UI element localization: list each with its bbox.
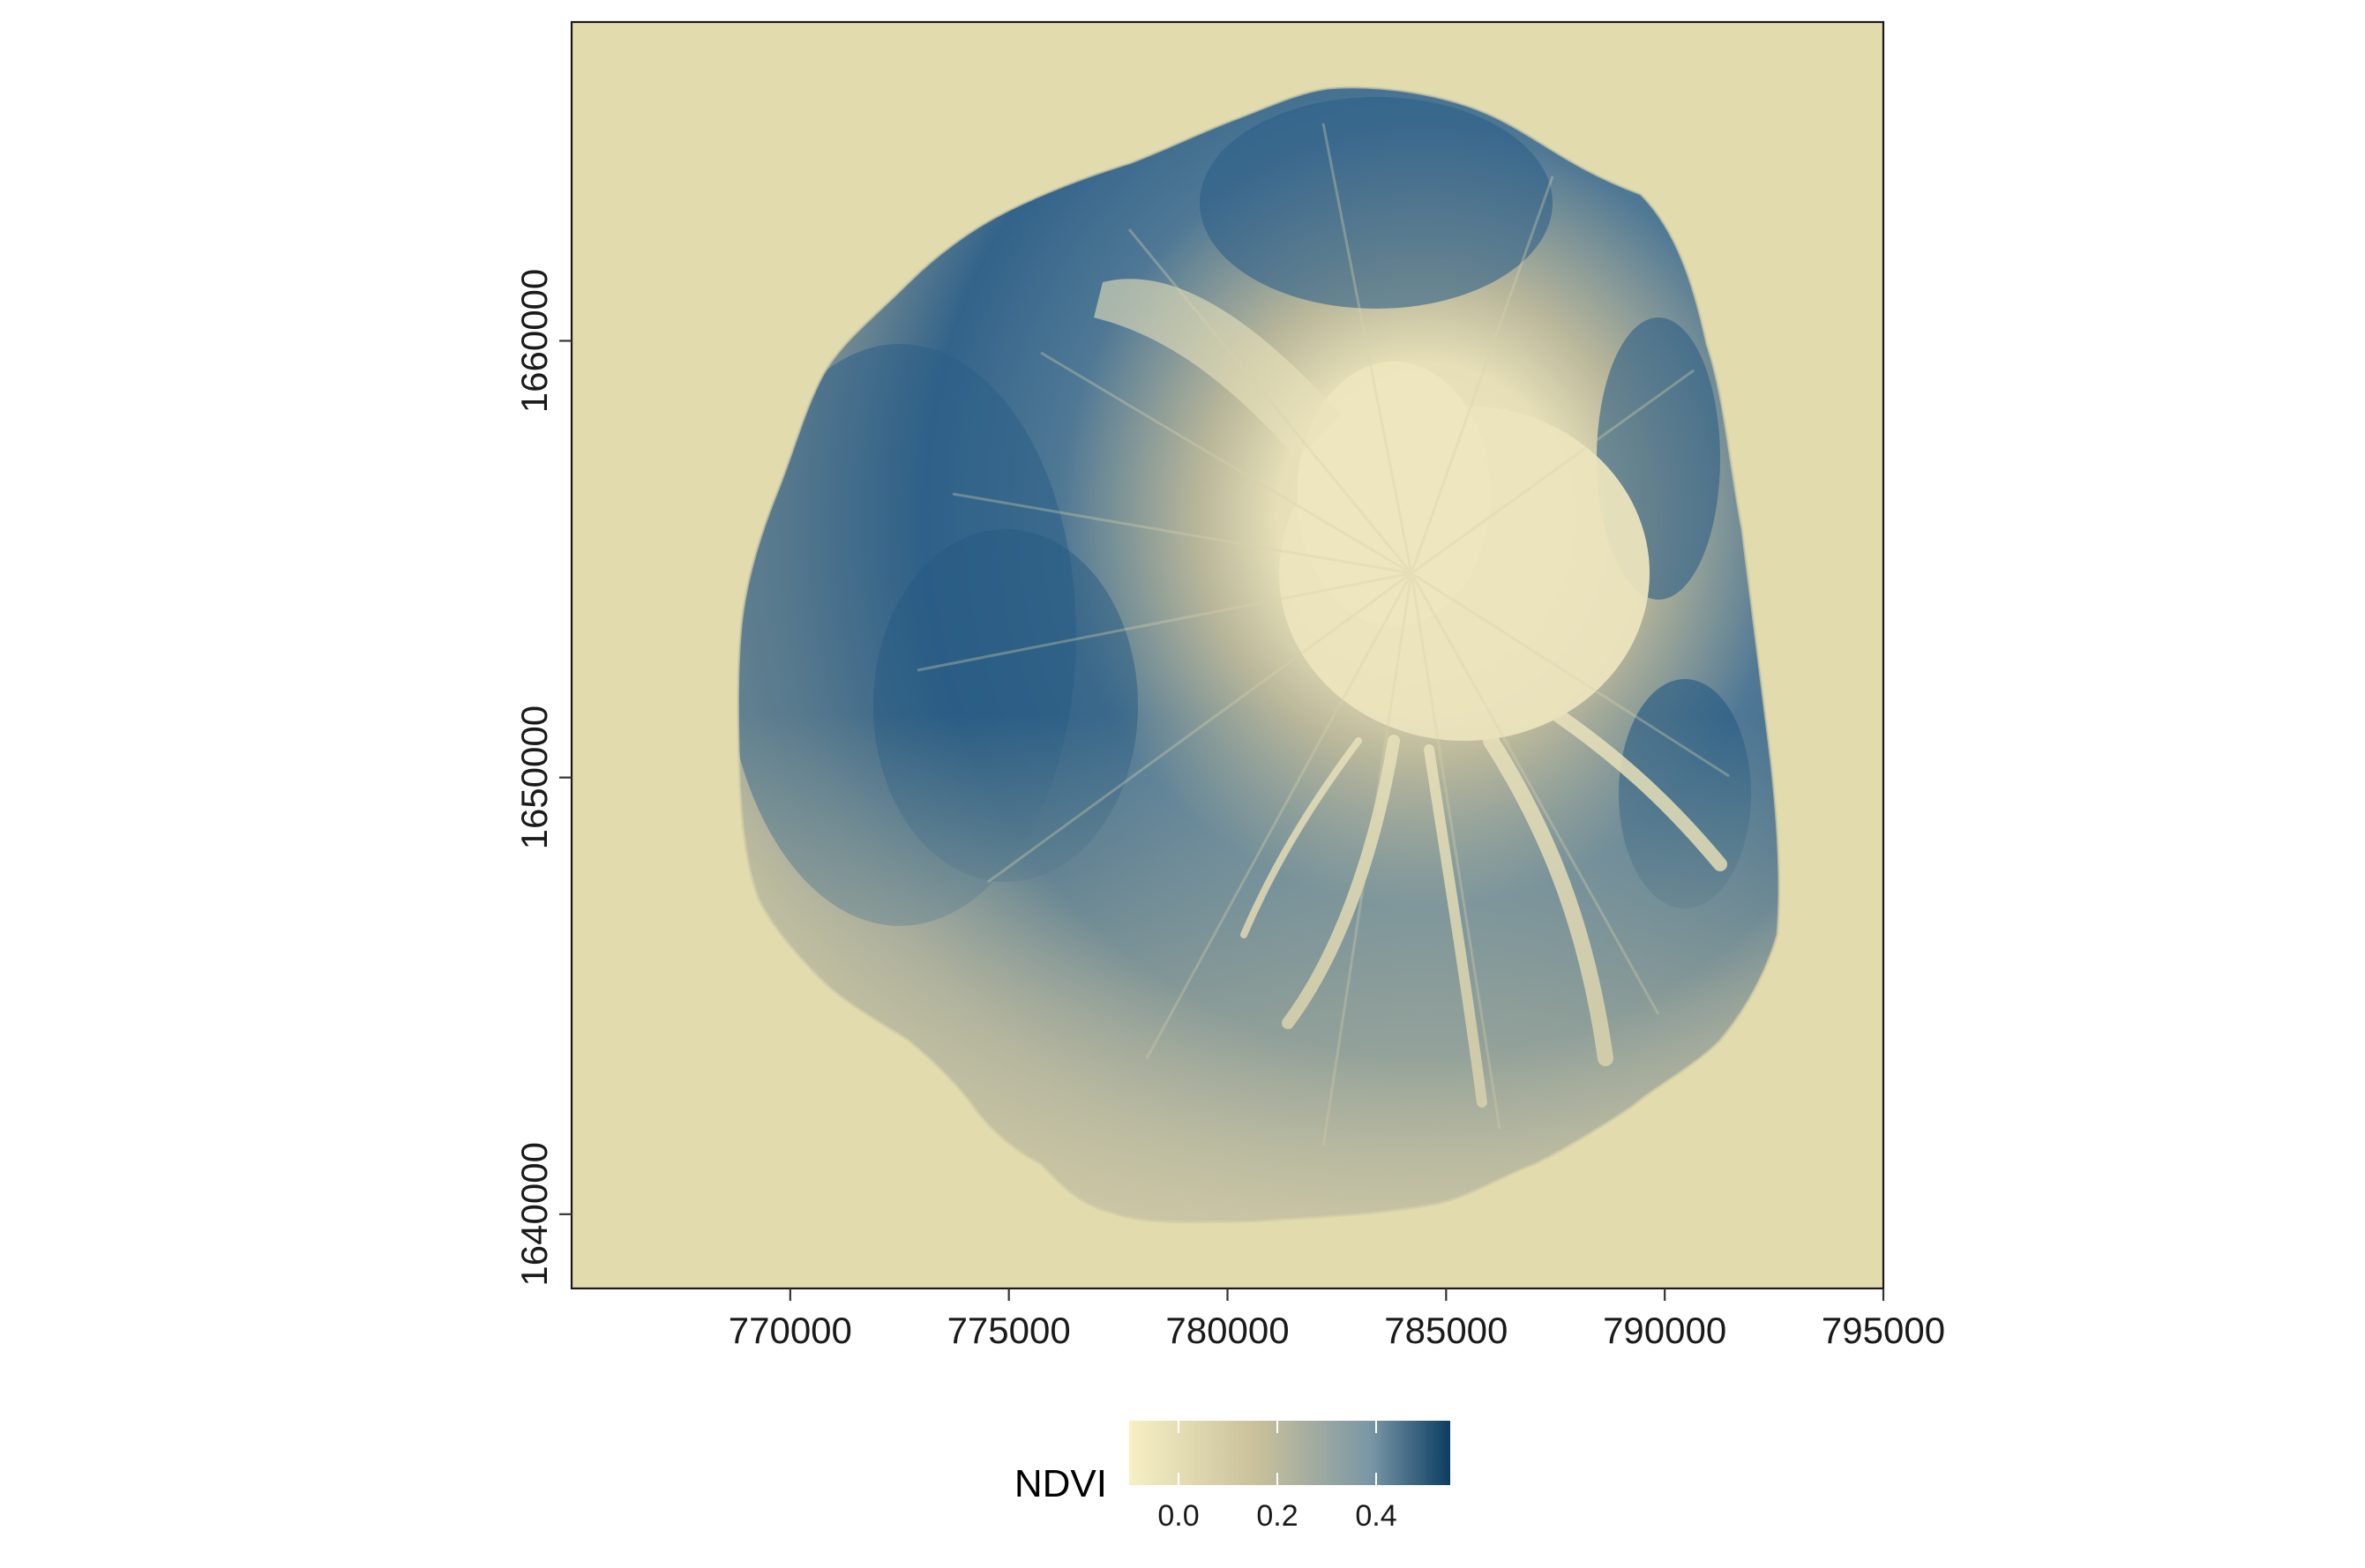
y-tick-label: 1650000: [513, 706, 555, 850]
ndvi-legend: NDVI 0.0 0.2 0.4: [1014, 1421, 1450, 1533]
x-tick-label: 770000: [729, 1310, 852, 1351]
legend-colorbar: [1129, 1421, 1450, 1485]
x-tick-label: 775000: [947, 1310, 1071, 1351]
legend-tick-label: 0.0: [1157, 1499, 1199, 1533]
legend-ticks: 0.0 0.2 0.4: [1157, 1421, 1397, 1533]
island-ndvi-raster: [736, 86, 1781, 1224]
y-tick-label: 1660000: [513, 269, 555, 414]
x-tick-label: 785000: [1384, 1310, 1508, 1351]
legend-title: NDVI: [1014, 1462, 1107, 1505]
x-axis: 770000 775000 780000 785000 790000 795000: [729, 1288, 1945, 1351]
y-tick-label: 1640000: [513, 1142, 555, 1287]
y-axis: 1640000 1650000 1660000: [513, 269, 572, 1287]
x-tick-label: 790000: [1603, 1310, 1726, 1351]
legend-tick-label: 0.4: [1355, 1499, 1396, 1533]
x-tick-label: 795000: [1822, 1310, 1945, 1351]
x-tick-label: 780000: [1165, 1310, 1289, 1351]
legend-tick-label: 0.2: [1256, 1499, 1298, 1533]
